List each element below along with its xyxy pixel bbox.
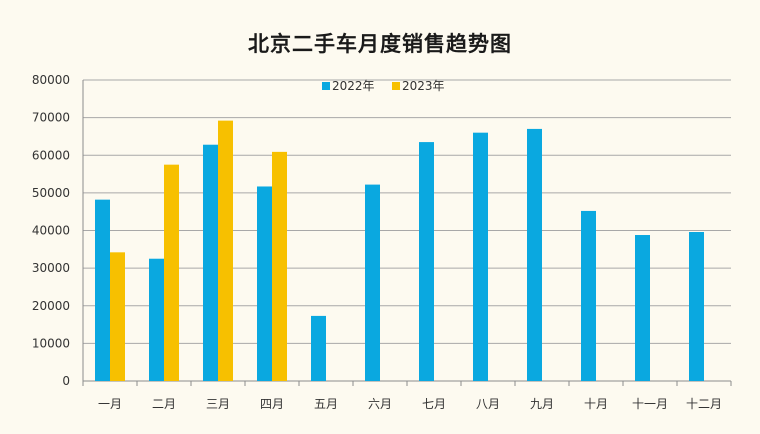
bar-series-1	[581, 210, 596, 381]
y-tick-label: 70000	[32, 111, 70, 125]
legend-label: 2023年	[402, 79, 445, 93]
legend-swatch	[322, 82, 330, 90]
legend-label: 2022年	[332, 79, 375, 93]
y-tick-label: 10000	[32, 336, 70, 350]
x-tick-label: 十一月	[632, 397, 668, 411]
x-tick-label: 一月	[98, 397, 122, 411]
x-tick-label: 八月	[476, 397, 500, 411]
bar-series-1	[365, 184, 380, 381]
y-tick-label: 0	[62, 374, 70, 388]
x-tick-label: 七月	[422, 397, 446, 411]
bar-series-1	[311, 315, 326, 381]
bar-series-1	[527, 128, 542, 381]
bar-series-1	[473, 132, 488, 381]
chart-title: 北京二手车月度销售趋势图	[248, 32, 512, 56]
x-tick-label: 四月	[260, 397, 284, 411]
bar-series-1	[203, 144, 218, 381]
x-tick-label: 九月	[530, 397, 554, 411]
bar-series-2	[218, 120, 233, 381]
bar-series-1	[95, 199, 110, 381]
bar-series-2	[110, 252, 125, 381]
bar-series-2	[164, 164, 179, 381]
x-tick-label: 十二月	[686, 397, 722, 411]
x-tick-label: 二月	[152, 397, 176, 411]
bar-series-1	[419, 142, 434, 381]
bar-series-1	[257, 186, 272, 381]
legend-swatch	[392, 82, 400, 90]
bar-series-2	[272, 151, 287, 381]
y-tick-label: 60000	[32, 148, 70, 162]
y-tick-label: 50000	[32, 186, 70, 200]
x-tick-label: 十月	[584, 397, 608, 411]
x-tick-label: 六月	[368, 397, 392, 411]
y-tick-label: 20000	[32, 299, 70, 313]
x-tick-label: 五月	[314, 397, 338, 411]
bar-series-1	[635, 235, 650, 381]
bar-series-1	[149, 258, 164, 381]
y-tick-label: 40000	[32, 224, 70, 238]
bar-series-1	[689, 232, 704, 381]
y-tick-label: 30000	[32, 261, 70, 275]
y-tick-label: 80000	[32, 73, 70, 87]
x-tick-label: 三月	[206, 397, 230, 411]
